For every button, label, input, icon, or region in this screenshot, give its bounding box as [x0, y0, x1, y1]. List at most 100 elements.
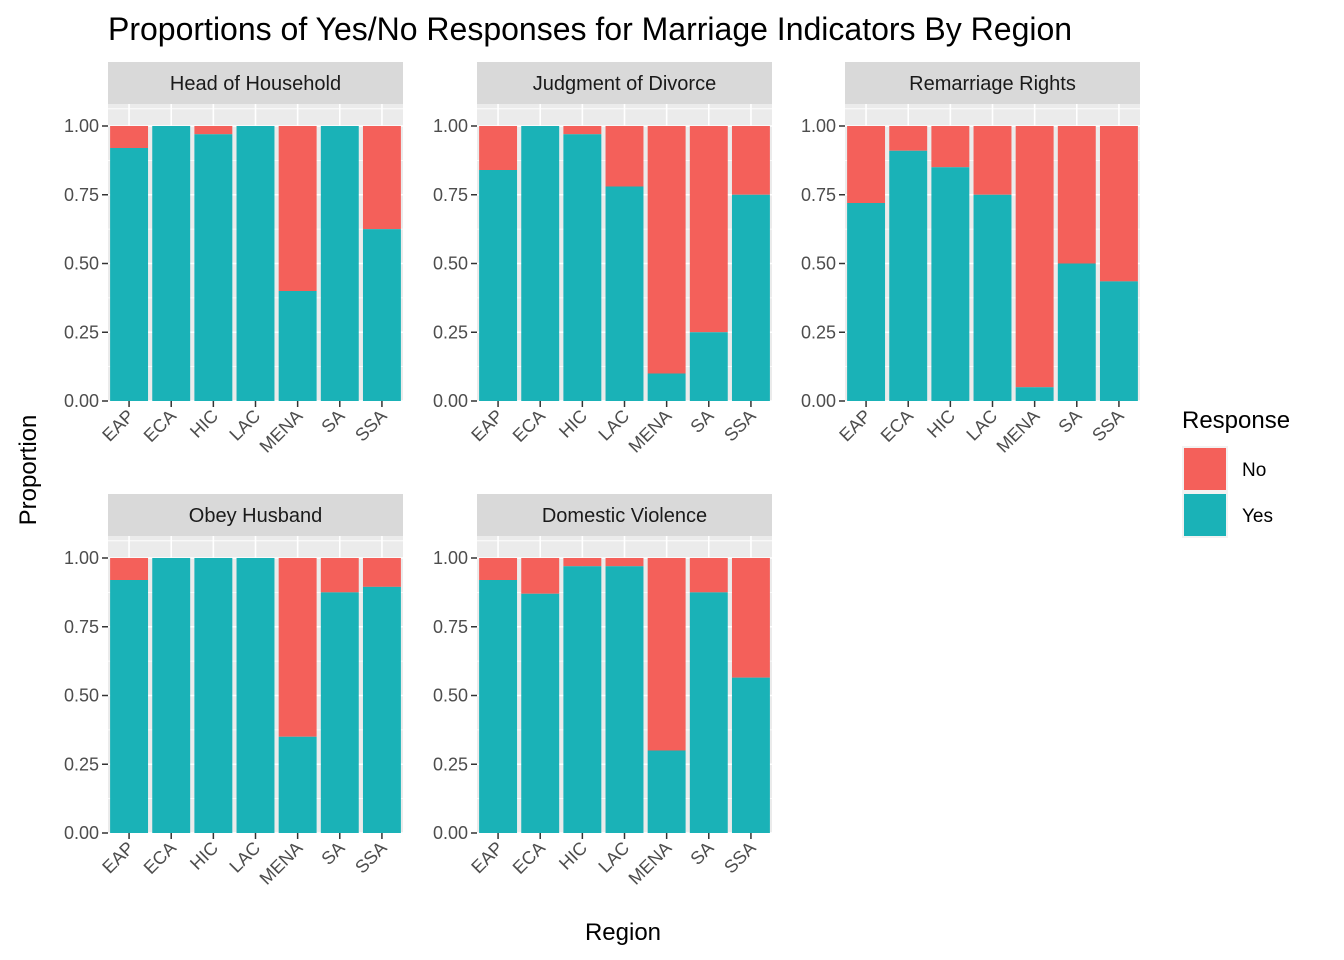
x-tick-label: SSA — [720, 406, 760, 446]
x-tick-label: SA — [317, 838, 348, 869]
x-tick-label: HIC — [186, 838, 222, 874]
y-tick-label: 0.50 — [64, 686, 99, 706]
x-tick-label: ECA — [140, 406, 180, 446]
bar-no-mena — [647, 126, 686, 374]
y-tick-label: 1.00 — [64, 548, 99, 568]
bar-no-hic — [563, 558, 602, 567]
bar-yes-ssa — [362, 586, 401, 833]
bar-yes-sa — [689, 592, 728, 833]
bar-yes-hic — [563, 566, 602, 833]
chart-title: Proportions of Yes/No Responses for Marr… — [108, 11, 1072, 47]
strip — [108, 62, 403, 104]
bar-no-mena — [278, 126, 317, 291]
x-tick-label: MENA — [625, 406, 676, 457]
panel-remarriage-rights: Remarriage Rights 0.00 0.25 0.50 0.75 1.00 EAP… — [801, 62, 1140, 457]
x-tick-label: SA — [317, 406, 348, 437]
y-tick-label: 0.75 — [433, 185, 468, 205]
bar-no-eca — [889, 126, 928, 151]
bar-yes-eca — [152, 126, 191, 401]
bar-yes-sa — [689, 332, 728, 401]
bar-yes-lac — [973, 194, 1012, 401]
x-tick-label: HIC — [923, 406, 959, 442]
x-tick-label: EAP — [467, 406, 507, 446]
y-tick-label: 1.00 — [64, 116, 99, 136]
y-tick-label: 0.75 — [64, 185, 99, 205]
bar-no-hic — [563, 126, 602, 135]
y-tick-label: 0.00 — [801, 391, 836, 411]
y-tick-label: 0.75 — [433, 617, 468, 637]
bar-yes-hic — [931, 167, 970, 401]
y-tick-label: 1.00 — [801, 116, 836, 136]
legend-key-no — [1184, 448, 1226, 490]
legend-label: No — [1242, 460, 1266, 481]
bar-yes-eap — [479, 170, 518, 401]
bar-yes-lac — [236, 558, 275, 833]
panel-title: Domestic Violence — [542, 505, 707, 527]
x-tick-label: SA — [1054, 406, 1085, 437]
bar-no-eca — [521, 558, 560, 594]
bar-yes-eap — [110, 580, 149, 833]
bar-yes-ssa — [731, 194, 770, 401]
bar-no-lac — [973, 126, 1012, 195]
x-tick-label: SSA — [351, 406, 391, 446]
x-tick-label: ECA — [877, 406, 917, 446]
bar-yes-eap — [479, 580, 518, 833]
bar-yes-lac — [236, 126, 275, 401]
panel-domestic-violence: Domestic Violence 0.00 0.25 0.50 0.75 1.00 EAP… — [433, 494, 772, 889]
bar-yes-lac — [605, 566, 644, 833]
bar-yes-eca — [889, 150, 928, 401]
y-tick-label: 0.00 — [64, 823, 99, 843]
bar-no-mena — [1015, 126, 1054, 388]
bar-yes-eap — [110, 148, 149, 401]
x-tick-label: ECA — [509, 406, 549, 446]
panel-title: Obey Husband — [189, 505, 322, 527]
y-tick-label: 0.25 — [64, 754, 99, 774]
bar-no-ssa — [1099, 126, 1138, 282]
bar-yes-mena — [1015, 387, 1054, 401]
bar-yes-mena — [278, 736, 317, 833]
legend-key-yes — [1184, 494, 1226, 536]
panel-obey-husband: Obey Husband 0.00 0.25 0.50 0.75 1.00 EAP ECA HI… — [64, 494, 403, 889]
bar-yes-mena — [278, 291, 317, 401]
x-tick-label: HIC — [555, 406, 591, 442]
bar-yes-ssa — [731, 677, 770, 833]
strip — [108, 494, 403, 536]
bar-yes-mena — [647, 750, 686, 833]
bar-yes-sa — [320, 592, 359, 833]
x-tick-label: ECA — [509, 838, 549, 878]
bar-no-ssa — [731, 558, 770, 678]
x-tick-label: MENA — [625, 838, 676, 889]
x-axis-title: Region — [585, 919, 661, 946]
y-tick-label: 0.25 — [801, 322, 836, 342]
bar-no-ssa — [362, 126, 401, 230]
bar-yes-hic — [563, 134, 602, 401]
x-tick-label: SSA — [351, 838, 391, 878]
strip — [477, 494, 772, 536]
x-tick-label: EAP — [835, 406, 875, 446]
bar-no-ssa — [362, 558, 401, 587]
bar-yes-eap — [847, 203, 886, 401]
bar-no-eap — [479, 126, 518, 170]
y-axis-title: Proportion — [15, 415, 42, 526]
bar-yes-hic — [194, 134, 233, 401]
x-tick-label: ECA — [140, 838, 180, 878]
bar-no-ssa — [731, 126, 770, 195]
strip — [477, 62, 772, 104]
x-tick-label: SA — [686, 838, 717, 869]
bar-no-lac — [605, 558, 644, 567]
bar-yes-hic — [194, 558, 233, 833]
bar-no-lac — [605, 126, 644, 187]
legend-label: Yes — [1242, 506, 1273, 527]
x-tick-label: SA — [686, 406, 717, 437]
panel-judgment-of-divorce: Judgment of Divorce 0.00 0.25 0.50 0.75 1.00 E… — [433, 62, 772, 457]
x-tick-label: SSA — [720, 838, 760, 878]
x-tick-label: SSA — [1088, 406, 1128, 446]
bar-no-sa — [320, 558, 359, 593]
bar-yes-sa — [1057, 263, 1096, 401]
facet-panels: Head of Household 0.00 0.25 0.50 0.75 1.00 EAP… — [64, 62, 1140, 889]
bar-no-eap — [847, 126, 886, 203]
bar-yes-ssa — [362, 229, 401, 401]
bar-no-eap — [479, 558, 518, 580]
y-tick-label: 0.50 — [433, 686, 468, 706]
